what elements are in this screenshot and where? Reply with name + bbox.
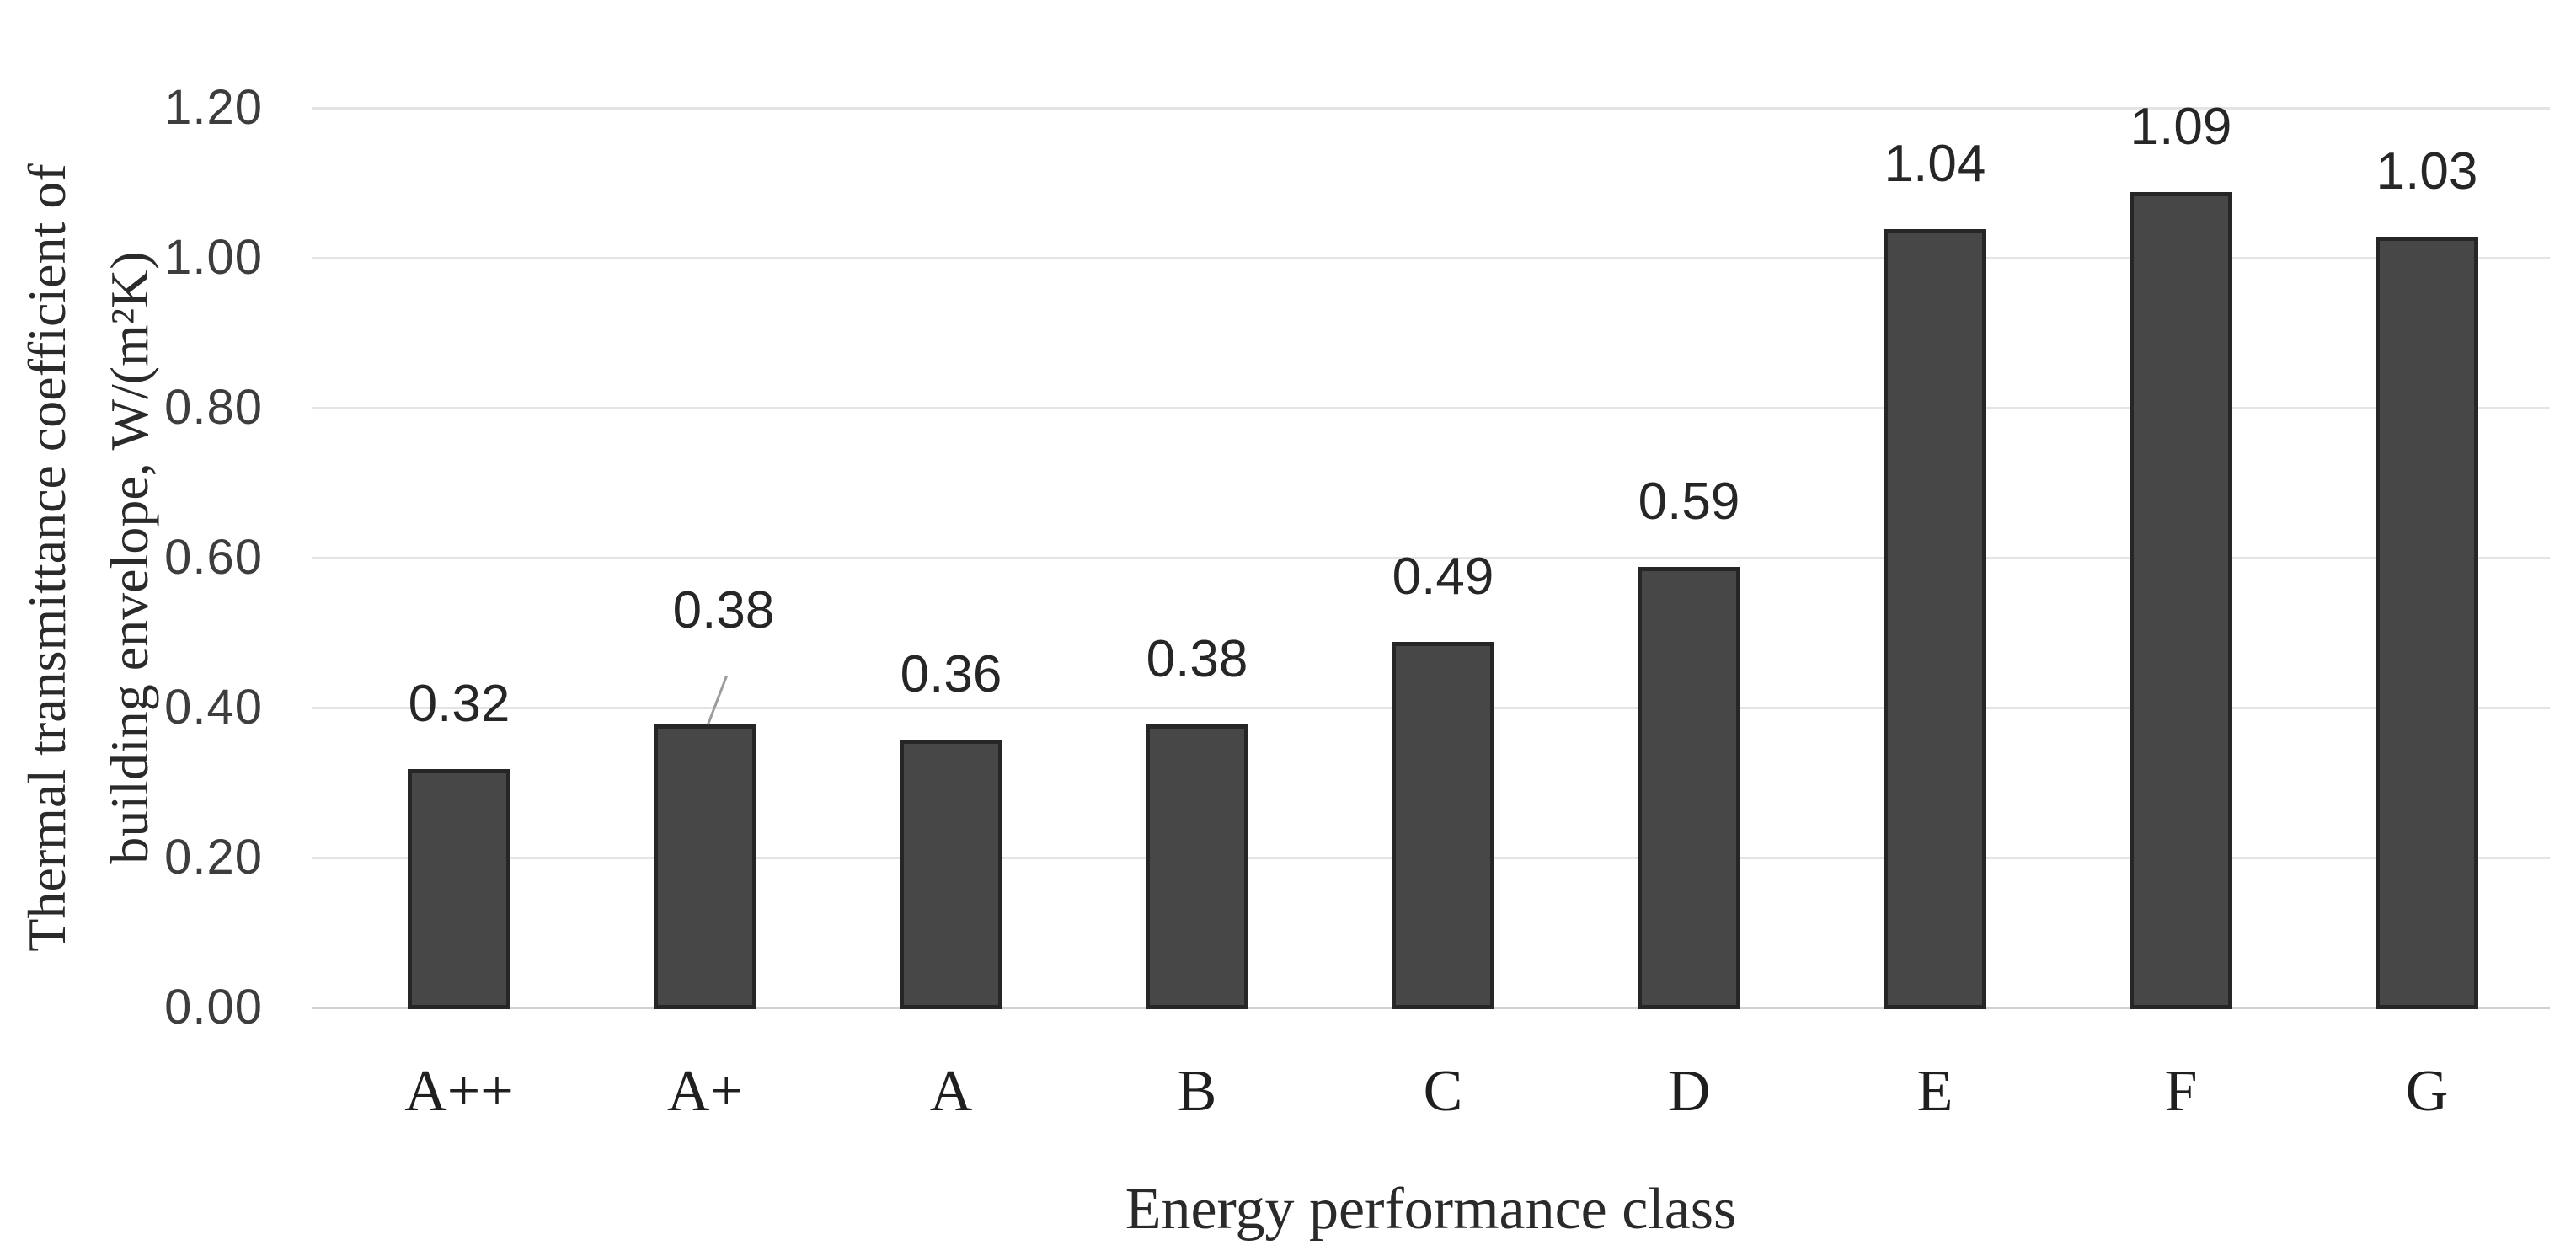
x-category-label-F: F: [2164, 1059, 2198, 1124]
x-category-label-A++: A++: [404, 1059, 514, 1124]
data-label-A: 0.36: [900, 645, 1002, 703]
bar-G: [2376, 237, 2478, 1009]
data-label-A+: 0.38: [672, 581, 775, 639]
y-tick-label: 0.60: [164, 530, 263, 585]
bar-D: [1638, 567, 1740, 1009]
bar-F: [2130, 192, 2232, 1009]
bar-E: [1884, 229, 1986, 1009]
x-category-label-E: E: [1916, 1059, 1953, 1124]
gridline: [312, 107, 2550, 110]
y-tick-label: 1.20: [164, 80, 263, 135]
gridline: [312, 407, 2550, 409]
y-tick-label: 0.40: [164, 680, 263, 735]
data-label-B: 0.38: [1146, 630, 1248, 688]
x-category-label-D: D: [1667, 1059, 1711, 1124]
gridline: [312, 557, 2550, 559]
data-label-E: 1.04: [1884, 135, 1986, 193]
y-tick-label: 0.20: [164, 830, 263, 885]
x-category-label-C: C: [1423, 1059, 1463, 1124]
x-category-label-G: G: [2405, 1059, 2449, 1124]
y-tick-label: 0.80: [164, 380, 263, 435]
x-axis-title: Energy performance class: [1125, 1177, 1737, 1242]
x-category-label-B: B: [1177, 1059, 1217, 1124]
y-tick-label: 1.00: [164, 230, 263, 285]
bar-C: [1392, 642, 1494, 1009]
data-label-F: 1.09: [2130, 98, 2232, 156]
y-tick-label: 0.00: [164, 980, 263, 1034]
data-label-C: 0.49: [1392, 548, 1494, 606]
gridline: [312, 257, 2550, 259]
bar-B: [1146, 724, 1248, 1009]
data-label-G: 1.03: [2376, 142, 2478, 200]
x-category-label-A+: A+: [666, 1059, 744, 1124]
bar-A: [900, 740, 1002, 1009]
bar-A+: [654, 724, 756, 1009]
data-label-D: 0.59: [1638, 473, 1740, 531]
data-label-A++: 0.32: [408, 675, 510, 733]
plot-area: 0.32 0.38 0.36 0.38 0.49 0.59 1.04 1.09 1.03: [312, 99, 2550, 1009]
bar-A++: [408, 769, 510, 1009]
x-category-label-A: A: [929, 1059, 973, 1124]
data-label-leader-line: [707, 675, 729, 725]
